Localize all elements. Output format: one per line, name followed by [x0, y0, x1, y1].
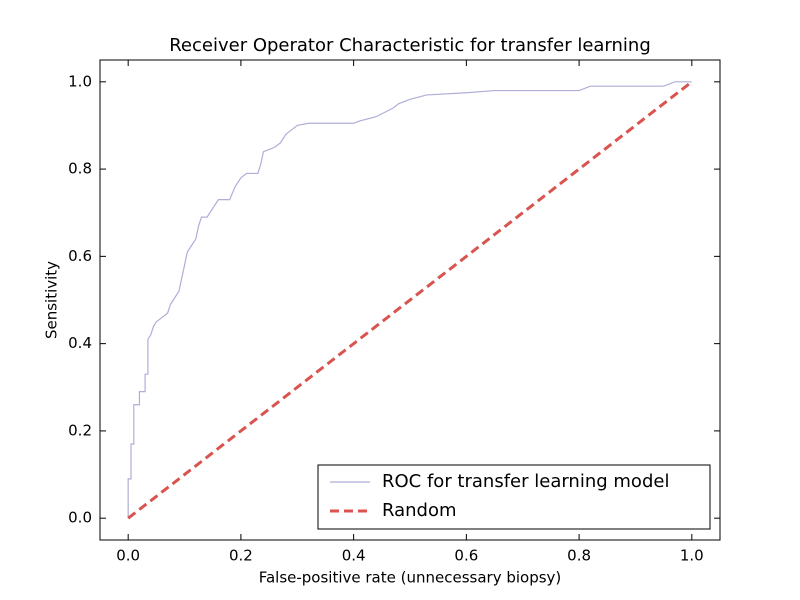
x-tick-label: 0.0: [116, 547, 140, 565]
y-tick-label: 1.0: [68, 72, 92, 90]
x-tick-label: 0.6: [454, 547, 478, 565]
series-line: [127, 81, 692, 519]
x-axis-label: False-positive rate (unnecessary biopsy): [259, 569, 562, 587]
x-tick-label: 0.8: [567, 547, 591, 565]
legend-box: [317, 464, 711, 530]
y-tick-label: 0.8: [68, 160, 92, 178]
series-line: [127, 80, 693, 520]
x-tick-label: 1.0: [680, 547, 704, 565]
x-tick-label: 0.2: [229, 547, 253, 565]
legend-label: Random: [382, 500, 457, 521]
y-tick-label: 0.6: [68, 247, 92, 265]
y-tick-label: 0.2: [68, 421, 92, 439]
chart-title: Receiver Operator Characteristic for tra…: [169, 35, 651, 56]
x-tick-label: 0.4: [342, 547, 366, 565]
y-tick-label: 0.4: [68, 334, 92, 352]
y-axis-label: Sensitivity: [43, 261, 61, 339]
legend-label: ROC for transfer learning model: [382, 471, 669, 492]
plot-frame: [99, 59, 721, 541]
y-tick-label: 0.0: [68, 509, 92, 527]
